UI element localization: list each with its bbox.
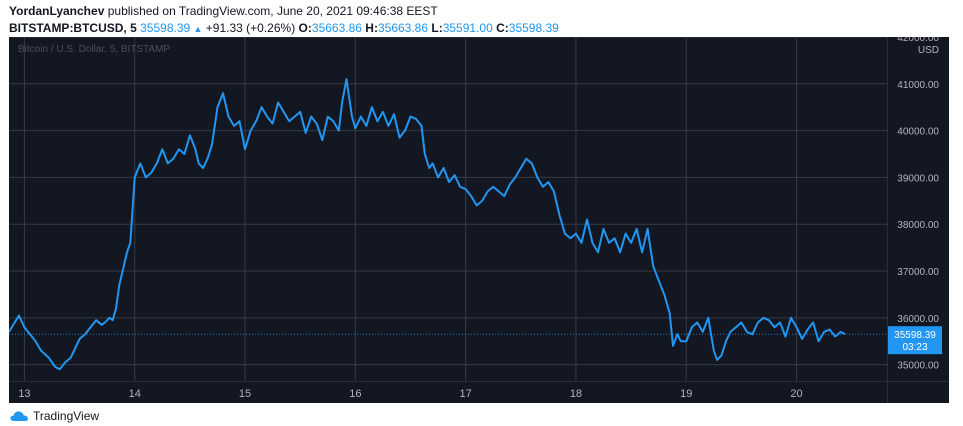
y-tick-label: 39000.00: [897, 173, 939, 184]
countdown-label: 03:23: [902, 342, 927, 353]
high-value: 35663.86: [377, 21, 429, 35]
y-tick-label: 42000.00: [897, 37, 939, 44]
y-tick-label: 37000.00: [897, 267, 939, 278]
symbol-label: BITSTAMP:BTCUSD, 5: [9, 21, 137, 35]
x-tick-label: 17: [460, 388, 472, 400]
low-label: L:: [431, 21, 443, 35]
y-tick-label: 36000.00: [897, 314, 939, 325]
publish-line: YordanLyanchev published on TradingView.…: [9, 3, 949, 19]
currency-label: USD: [918, 45, 939, 56]
x-tick-label: 13: [18, 388, 30, 400]
price-chart[interactable]: 35000.00 36000.00 37000.00 38000.00 39000.00…: [8, 33, 949, 403]
price-series-line: [8, 78, 846, 371]
y-tick-label: 41000.00: [897, 80, 939, 91]
y-tick-label: 38000.00: [897, 220, 939, 231]
author-name[interactable]: YordanLyanchev: [9, 4, 105, 18]
last-price: 35598.39: [140, 21, 191, 35]
ohlc-line: BITSTAMP:BTCUSD, 5 35598.39 ▲ +91.33 (+0…: [9, 20, 949, 37]
tradingview-brand[interactable]: TradingView: [33, 409, 100, 423]
up-arrow-icon: ▲: [193, 24, 203, 34]
tradingview-logo-icon: [10, 411, 28, 421]
chart-background: [9, 37, 949, 403]
footer: TradingView: [9, 408, 99, 424]
y-tick-label: 40000.00: [897, 127, 939, 138]
published-text: published on TradingView.com, June 20, 2…: [107, 4, 438, 18]
x-tick-label: 14: [129, 388, 141, 400]
low-value: 35591.00: [442, 21, 493, 35]
chart-area[interactable]: 35000.00 36000.00 37000.00 38000.00 39000.00…: [8, 33, 949, 403]
open-label: O:: [298, 21, 312, 35]
x-tick-label: 16: [349, 388, 361, 400]
price-label-box: [888, 326, 942, 355]
x-tick-label: 20: [790, 388, 802, 400]
price-label: 35598.39: [894, 330, 936, 341]
close-label: C:: [496, 21, 509, 35]
chart-header: YordanLyanchev published on TradingView.…: [9, 3, 949, 37]
x-tick-label: 15: [239, 388, 251, 400]
price-change: +91.33 (+0.26%): [205, 21, 296, 35]
close-value: 35598.39: [508, 21, 559, 35]
x-tick-label: 18: [570, 388, 582, 400]
y-tick-label: 35000.00: [897, 361, 939, 372]
open-value: 35663.86: [311, 21, 362, 35]
x-tick-label: 19: [680, 388, 692, 400]
chart-title: Bitcoin / U.S. Dollar, 5, BITSTAMP: [18, 44, 170, 55]
high-label: H:: [365, 21, 378, 35]
